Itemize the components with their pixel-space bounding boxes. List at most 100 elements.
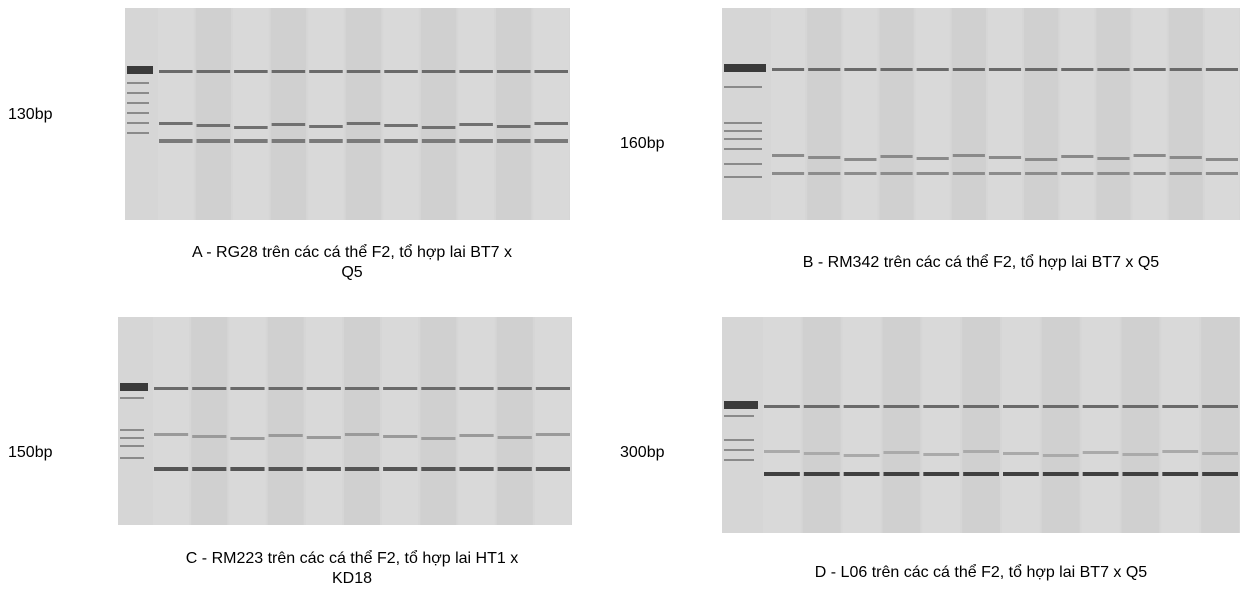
gel-band [764, 405, 800, 408]
gel-lane [1132, 8, 1167, 220]
ladder-band [120, 457, 144, 459]
ladder-band [127, 112, 149, 114]
gel-band [923, 405, 960, 408]
gel-band [496, 125, 531, 128]
gel-band [271, 70, 306, 73]
gel-band [421, 467, 456, 471]
ladder-band [127, 132, 149, 134]
gel-band [421, 437, 456, 440]
gel-band [1042, 454, 1079, 457]
gel-band [803, 452, 840, 455]
ladder-band [127, 102, 149, 104]
gel-band [159, 139, 193, 143]
gel-band [459, 387, 494, 390]
gel-band [1162, 405, 1199, 408]
gel-lane [1024, 8, 1059, 220]
gel-band [497, 467, 532, 471]
gel-band [309, 139, 343, 143]
gel-band [916, 157, 949, 160]
gel-band [497, 387, 532, 390]
gel-band [808, 156, 841, 159]
gel-band [883, 405, 920, 408]
gel-band [1205, 158, 1238, 161]
gel-band [1162, 472, 1199, 476]
gel-band [764, 472, 800, 476]
ladder-band [120, 437, 144, 439]
gel-lane [534, 317, 571, 525]
caption-line: A - RG28 trên các cá thể F2, tổ hợp lai … [192, 244, 512, 261]
gel-band [344, 387, 380, 390]
ladder-band [724, 401, 758, 409]
gel-band [1169, 68, 1202, 71]
gel-band [459, 467, 494, 471]
gel-band [159, 122, 193, 125]
caption-line: Q5 [341, 264, 363, 281]
gel-band [384, 139, 418, 143]
gel-lane [802, 317, 841, 533]
ladder-band [724, 415, 754, 417]
gel-band [1122, 405, 1159, 408]
ladder-band [724, 86, 762, 88]
caption-line: B - RM342 trên các cá thể F2, tổ hợp lai… [802, 254, 1160, 271]
gel-lane [1201, 317, 1239, 533]
gel-lane [1081, 317, 1120, 533]
gel-lane [771, 8, 806, 220]
gel-lane [915, 8, 950, 220]
gel-lane [383, 8, 419, 220]
gel-band [844, 68, 877, 71]
gel-band [459, 70, 493, 73]
gel-lane [763, 317, 801, 533]
gel-lane [843, 8, 878, 220]
gel-band [234, 70, 268, 73]
gel-band [1042, 405, 1079, 408]
gel-band [1169, 156, 1202, 159]
gel-band [234, 139, 268, 143]
gel-lane [229, 317, 266, 525]
ladder-band [120, 397, 144, 399]
gel-band [309, 70, 343, 73]
gel-lane [345, 8, 382, 220]
gel-lane [1161, 317, 1200, 533]
gel-lane [842, 317, 881, 533]
ladder-band [724, 148, 762, 150]
ladder-band [127, 66, 153, 74]
ladder-band [724, 130, 762, 132]
gel-band [1061, 68, 1094, 71]
gel-band [1003, 472, 1039, 476]
gel-band [383, 435, 418, 438]
gel-lane [305, 317, 342, 525]
gel-band [383, 467, 418, 471]
gel-band [772, 68, 805, 71]
gel-band [1003, 405, 1039, 408]
gel-lane [879, 8, 914, 220]
gel-band [1042, 472, 1079, 476]
gel-band [196, 124, 231, 127]
gel-lane [533, 8, 569, 220]
gel-band [952, 154, 985, 157]
gel-band [880, 172, 913, 175]
gel-lane [495, 8, 532, 220]
gel-band [880, 155, 913, 158]
gel-lane [382, 317, 419, 525]
gel-band [306, 467, 341, 471]
gel-lane [420, 317, 457, 525]
ladder-band [127, 92, 149, 94]
gel-band [230, 387, 265, 390]
gel-band [1061, 155, 1094, 158]
gel-band [952, 68, 985, 71]
gel-band [234, 126, 268, 129]
gel-band [772, 154, 805, 157]
size-label: 300bp [620, 444, 665, 461]
ladder-band [724, 449, 754, 451]
gel-lane [496, 317, 533, 525]
gel-band [988, 156, 1022, 159]
size-label: 160bp [620, 135, 665, 152]
gel-band [952, 172, 985, 175]
ladder-band [120, 429, 144, 431]
gel-band [1025, 172, 1058, 175]
ladder-band [724, 176, 762, 178]
gel-band [1025, 68, 1058, 71]
gel-band [923, 472, 960, 476]
